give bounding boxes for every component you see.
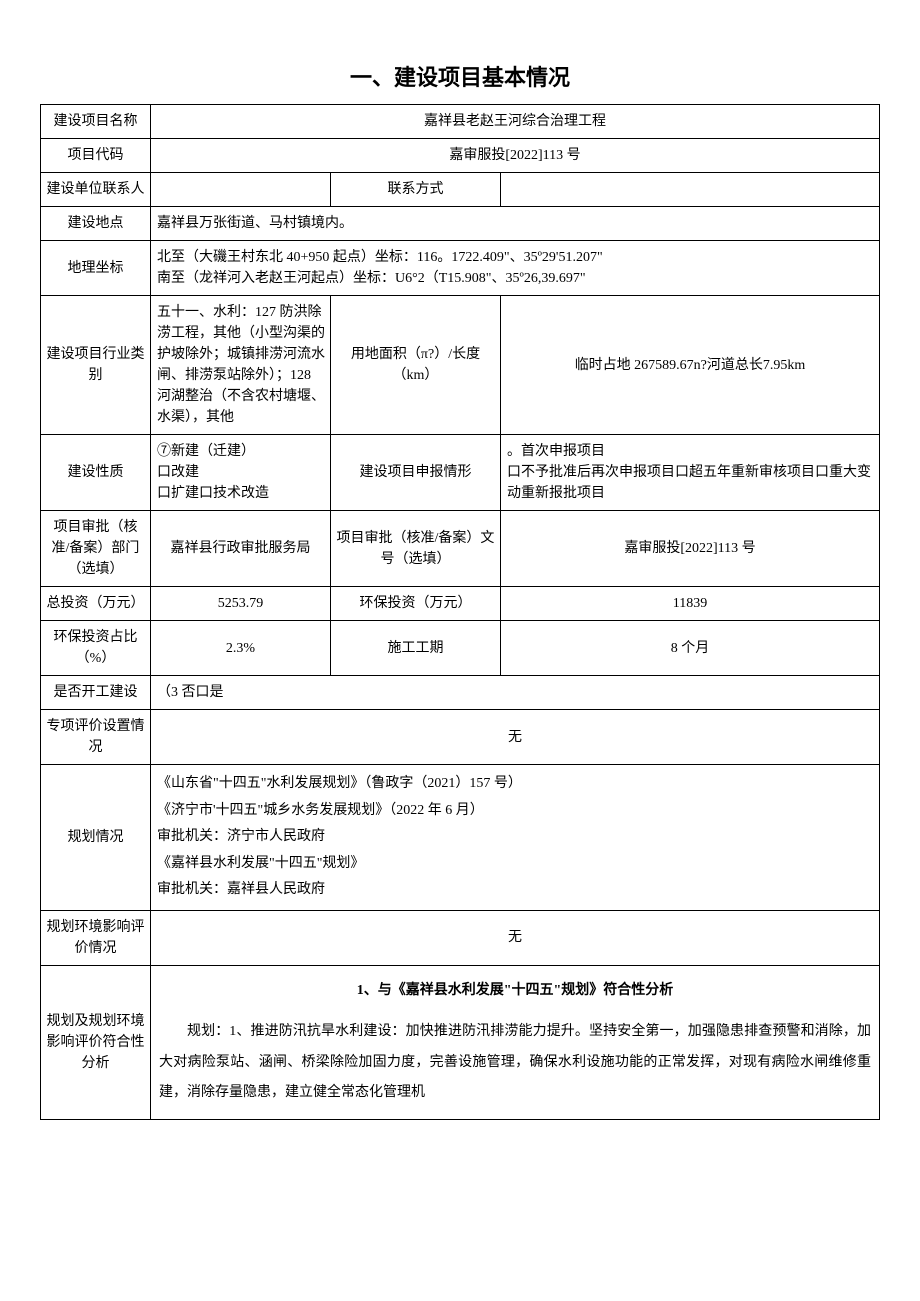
- table-row: 环保投资占比（%） 2.3% 施工工期 8 个月: [41, 621, 880, 676]
- label-construction-nature: 建设性质: [41, 435, 151, 511]
- label-construction-period: 施工工期: [331, 621, 501, 676]
- value-env-investment: 11839: [501, 587, 880, 621]
- project-info-table: 建设项目名称 嘉祥县老赵王河综合治理工程 项目代码 嘉审服投[2022]113 …: [40, 104, 880, 1120]
- value-declaration-type: 。首次申报项目 口不予批准后再次申报项目口超五年重新审核项目口重大变动重新报批项…: [501, 435, 880, 511]
- label-contact-method: 联系方式: [331, 173, 501, 207]
- conformity-body: 规划：1、推进防汛抗旱水利建设：加快推进防汛排涝能力提升。坚持安全第一，加强隐患…: [159, 1017, 871, 1109]
- value-industry-category: 五十一、水利：127 防洪除涝工程，其他（小型沟渠的护坡除外；城镇排涝河流水闸、…: [151, 296, 331, 435]
- value-env-ratio: 2.3%: [151, 621, 331, 676]
- label-project-name: 建设项目名称: [41, 105, 151, 139]
- table-row: 专项评价设置情况 无: [41, 710, 880, 765]
- value-started: （3 否口是: [151, 676, 880, 710]
- label-approval-dept: 项目审批（核准/备案）部门（选填）: [41, 511, 151, 587]
- table-row: 建设单位联系人 联系方式: [41, 173, 880, 207]
- label-planning: 规划情况: [41, 765, 151, 911]
- table-row: 建设项目名称 嘉祥县老赵王河综合治理工程: [41, 105, 880, 139]
- label-location: 建设地点: [41, 207, 151, 241]
- table-row: 是否开工建设 （3 否口是: [41, 676, 880, 710]
- label-approval-doc: 项目审批（核准/备案）文号（选填）: [331, 511, 501, 587]
- value-conformity-analysis: 1、与《嘉祥县水利发展"十四五"规划》符合性分析 规划：1、推进防汛抗旱水利建设…: [151, 965, 880, 1119]
- value-coordinates: 北至（大磯王村东北 40+950 起点）坐标：116。1722.409"、35º…: [151, 241, 880, 296]
- value-special-eval: 无: [151, 710, 880, 765]
- value-construction-period: 8 个月: [501, 621, 880, 676]
- value-land-area: 临时占地 267589.67n?河道总长7.95km: [501, 296, 880, 435]
- label-env-ratio: 环保投资占比（%）: [41, 621, 151, 676]
- value-construction-nature: ⑦新建（迁建） 口改建 口扩建口技术改造: [151, 435, 331, 511]
- table-row: 地理坐标 北至（大磯王村东北 40+950 起点）坐标：116。1722.409…: [41, 241, 880, 296]
- label-land-area: 用地面积（π?）/长度（km）: [331, 296, 501, 435]
- label-declaration-type: 建设项目申报情形: [331, 435, 501, 511]
- label-planning-env: 规划环境影响评价情况: [41, 910, 151, 965]
- table-row: 规划及规划环境影响评价符合性分析 1、与《嘉祥县水利发展"十四五"规划》符合性分…: [41, 965, 880, 1119]
- table-row: 项目代码 嘉审服投[2022]113 号: [41, 139, 880, 173]
- value-planning: 《山东省"十四五"水利发展规划》（鲁政字（2021）157 号） 《济宁市'十四…: [151, 765, 880, 911]
- label-industry-category: 建设项目行业类别: [41, 296, 151, 435]
- label-conformity-analysis: 规划及规划环境影响评价符合性分析: [41, 965, 151, 1119]
- table-row: 建设地点 嘉祥县万张街道、马村镇境内。: [41, 207, 880, 241]
- value-planning-env: 无: [151, 910, 880, 965]
- table-row: 规划环境影响评价情况 无: [41, 910, 880, 965]
- value-approval-doc: 嘉审服投[2022]113 号: [501, 511, 880, 587]
- value-project-name: 嘉祥县老赵王河综合治理工程: [151, 105, 880, 139]
- label-total-investment: 总投资（万元）: [41, 587, 151, 621]
- conformity-heading: 1、与《嘉祥县水利发展"十四五"规划》符合性分析: [159, 976, 871, 1007]
- label-contact-person: 建设单位联系人: [41, 173, 151, 207]
- value-location: 嘉祥县万张街道、马村镇境内。: [151, 207, 880, 241]
- label-special-eval: 专项评价设置情况: [41, 710, 151, 765]
- label-project-code: 项目代码: [41, 139, 151, 173]
- label-env-investment: 环保投资（万元）: [331, 587, 501, 621]
- value-contact-person: [151, 173, 331, 207]
- value-project-code: 嘉审服投[2022]113 号: [151, 139, 880, 173]
- label-started: 是否开工建设: [41, 676, 151, 710]
- table-row: 项目审批（核准/备案）部门（选填） 嘉祥县行政审批服务局 项目审批（核准/备案）…: [41, 511, 880, 587]
- table-row: 建设性质 ⑦新建（迁建） 口改建 口扩建口技术改造 建设项目申报情形 。首次申报…: [41, 435, 880, 511]
- table-row: 规划情况 《山东省"十四五"水利发展规划》（鲁政字（2021）157 号） 《济…: [41, 765, 880, 911]
- table-row: 建设项目行业类别 五十一、水利：127 防洪除涝工程，其他（小型沟渠的护坡除外；…: [41, 296, 880, 435]
- page-title: 一、建设项目基本情况: [40, 60, 880, 92]
- table-row: 总投资（万元） 5253.79 环保投资（万元） 11839: [41, 587, 880, 621]
- label-coordinates: 地理坐标: [41, 241, 151, 296]
- value-contact-method: [501, 173, 880, 207]
- value-total-investment: 5253.79: [151, 587, 331, 621]
- value-approval-dept: 嘉祥县行政审批服务局: [151, 511, 331, 587]
